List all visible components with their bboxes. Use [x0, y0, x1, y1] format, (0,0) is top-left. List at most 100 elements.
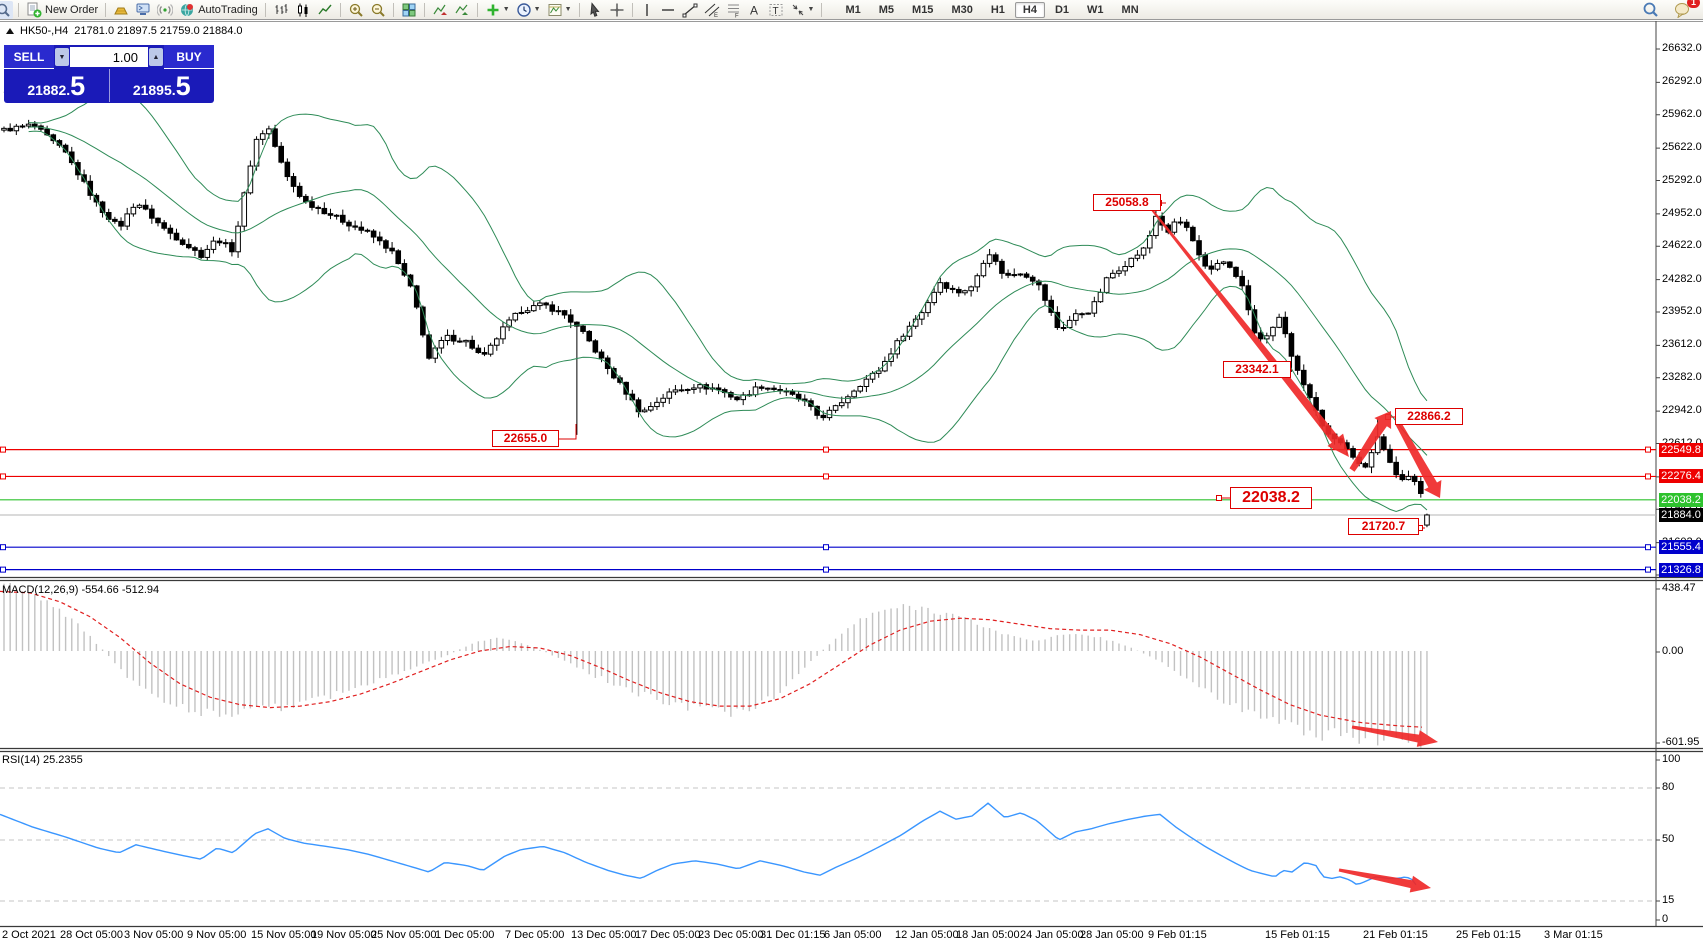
trendline-button[interactable]: [680, 1, 700, 19]
rsi-pane: [0, 787, 1656, 902]
svg-text:E: E: [714, 13, 718, 18]
volume-up-stepper[interactable]: ▲: [149, 48, 163, 66]
volume-down-stepper[interactable]: ▼: [55, 48, 69, 66]
price-annotation[interactable]: 25058.8: [1093, 194, 1161, 211]
timeframe-d1[interactable]: D1: [1054, 3, 1070, 16]
timeframe-mn[interactable]: MN: [1121, 3, 1139, 16]
zoom-out-icon: [371, 3, 385, 17]
zoom-out-button[interactable]: [368, 1, 388, 19]
chevron-down-icon: ▼: [564, 6, 572, 13]
candlestick-chart-button[interactable]: [293, 1, 313, 19]
crosshair-button[interactable]: [607, 1, 627, 19]
rsi-line: [0, 802, 1417, 886]
periods-button[interactable]: ▼: [514, 1, 543, 19]
tile-windows-button[interactable]: [399, 1, 419, 19]
volume-input[interactable]: 1.00: [70, 47, 148, 67]
cursor-button[interactable]: [585, 1, 605, 19]
svg-text:F: F: [735, 13, 739, 18]
timeframe-m15[interactable]: M15: [912, 3, 934, 16]
svg-text:T: T: [772, 6, 778, 17]
search-button[interactable]: [1640, 1, 1661, 19]
macd-pane: [0, 583, 1428, 748]
clock-icon: [516, 2, 531, 17]
text-button[interactable]: A: [746, 1, 764, 19]
timeframe-w1[interactable]: W1: [1087, 3, 1104, 16]
search-icon: [1643, 2, 1658, 17]
trend-arrows: [1148, 205, 1442, 893]
vertical-line-button[interactable]: [638, 1, 656, 19]
timeframe-group: M1 M5 M15 M30 H1 H4 D1 W1 MN: [836, 1, 1147, 18]
buy-button[interactable]: BUY: [164, 45, 214, 69]
chart-shift-button[interactable]: [430, 1, 450, 19]
timeframe-m5[interactable]: M5: [878, 3, 895, 16]
sell-button[interactable]: SELL: [4, 45, 54, 69]
magnifier-icon: [0, 3, 10, 17]
timeframe-h4[interactable]: H4: [1014, 1, 1045, 18]
chart-canvas[interactable]: [0, 21, 1703, 946]
autotrading-icon: [181, 3, 194, 16]
candlestick-icon: [297, 3, 308, 17]
signals-button[interactable]: [155, 1, 175, 19]
notification-badge: 1: [1686, 0, 1700, 8]
signal-icon: [157, 3, 174, 16]
terminal-icon: [136, 3, 150, 15]
tile-windows-icon: [402, 3, 416, 16]
market-watch-button[interactable]: [111, 1, 131, 19]
autotrading-label: AutoTrading: [198, 3, 258, 16]
zoom-in-button[interactable]: [346, 1, 366, 19]
templates-button[interactable]: ▼: [545, 1, 574, 19]
new-order-button[interactable]: New Order: [24, 1, 100, 19]
chart-area[interactable]: 26632.0 26292.0 25962.0 25622.0 25292.0 24952…: [0, 21, 1703, 946]
find-symbol-button[interactable]: [0, 0, 13, 19]
svg-text:A: A: [750, 3, 758, 17]
notifications-button[interactable]: 1: [1672, 0, 1700, 19]
bar-chart-icon: [275, 3, 288, 14]
chart-ohlc-header: HK50-,H4 21781.0 21897.5 21759.0 21884.0: [6, 25, 243, 37]
terminal-button[interactable]: [133, 1, 153, 19]
price-annotation[interactable]: 22038.2: [1230, 487, 1312, 509]
price-annotation[interactable]: 22655.0: [492, 430, 559, 447]
fibonacci-icon: F: [727, 4, 739, 18]
chevron-down-icon: ▼: [502, 6, 510, 13]
arrows-tool-button[interactable]: ▼: [788, 1, 817, 19]
axis-ticks: [1656, 48, 1660, 921]
text-label-button[interactable]: T: [766, 1, 786, 19]
macd-label: MACD(12,26,9) -554.66 -512.94: [2, 584, 160, 596]
equidistant-channel-button[interactable]: E: [702, 1, 722, 19]
text-a-icon: A: [750, 3, 758, 17]
horizontal-lines: [0, 446, 1656, 573]
timeframe-m30[interactable]: M30: [951, 3, 973, 16]
price-annotation[interactable]: 21720.7: [1348, 518, 1419, 535]
line-chart-button[interactable]: [315, 1, 335, 19]
auto-scroll-icon: [455, 4, 468, 15]
auto-scroll-button[interactable]: [452, 1, 472, 19]
fibonacci-button[interactable]: F: [724, 1, 744, 19]
ohlc-values: 21781.0 21897.5 21759.0 21884.0: [74, 25, 243, 37]
zoom-in-icon: [349, 3, 363, 17]
candles: [1, 119, 1430, 528]
indicators-button[interactable]: ▼: [483, 1, 512, 19]
sell-price[interactable]: 21882. 5: [27, 71, 86, 101]
timeframe-h1[interactable]: H1: [990, 3, 1005, 16]
timeframe-m1[interactable]: M1: [845, 3, 861, 16]
buy-price[interactable]: 21895. 5: [132, 71, 191, 101]
annotation-connectors: [553, 200, 1425, 531]
new-order-label: New Order: [45, 3, 99, 16]
crosshair-icon: [610, 3, 624, 16]
vertical-line-icon: [645, 3, 648, 16]
indicator-add-icon: [487, 4, 499, 15]
toolbar: New Order AutoTrading ▼ ▼ ▼ E F: [0, 0, 1703, 20]
autotrading-button[interactable]: AutoTrading: [177, 1, 260, 19]
horizontal-line-icon: [661, 8, 674, 11]
price-annotation[interactable]: 23342.1: [1223, 361, 1291, 378]
chart-shift-icon: [433, 4, 447, 15]
channel-icon: E: [704, 3, 719, 18]
price-annotation[interactable]: 22866.2: [1395, 408, 1463, 425]
horizontal-line-button[interactable]: [658, 1, 678, 19]
bar-chart-button[interactable]: [271, 1, 291, 19]
new-order-icon: [27, 2, 42, 17]
template-icon: [548, 3, 562, 16]
trendline-icon: [682, 3, 698, 17]
bollinger-bands: [28, 89, 1428, 512]
chevron-down-icon: ▼: [807, 6, 815, 13]
